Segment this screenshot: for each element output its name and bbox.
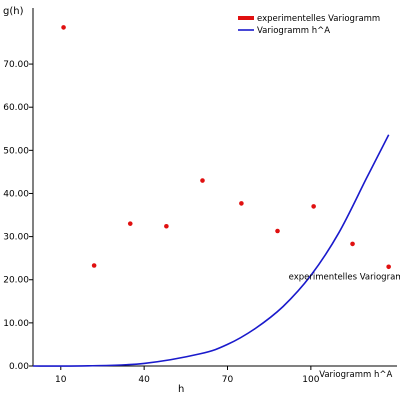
data-point	[350, 241, 355, 247]
data-point	[127, 221, 133, 226]
y-axis-label: g(h)	[3, 6, 24, 17]
x-tick-label: 40	[138, 375, 150, 385]
y-tick-label: 60.00	[3, 103, 29, 113]
data-point	[164, 223, 169, 229]
x-axis-label: h	[178, 384, 184, 395]
data-point	[275, 228, 280, 234]
x-tick-label: 70	[222, 375, 234, 385]
legend-label-experimentell: experimentelles Variogramm	[257, 14, 380, 24]
x-tick-label: 10	[55, 375, 67, 385]
data-point	[91, 263, 97, 268]
series-points-experimentell	[61, 25, 391, 270]
y-tick-label: 30.00	[3, 233, 29, 243]
data-point	[239, 201, 244, 206]
tick-marks	[29, 63, 312, 370]
x-tick-labels: 10 40 70 100	[55, 375, 320, 385]
annotation-label: experimentelles Variogramm	[289, 273, 400, 283]
y-tick-label: 20.00	[3, 276, 29, 286]
series-line-variogramm	[32, 134, 390, 367]
y-tick-label: 50.00	[3, 146, 29, 156]
data-point	[311, 204, 316, 209]
y-tick-label: 70.00	[3, 60, 29, 70]
y-tick-label: 0.00	[9, 362, 29, 372]
legend-label-variogramm: Variogramm h^A	[257, 26, 330, 36]
annotations: experimentelles Variogramm Variogramm h^A	[289, 273, 400, 380]
data-point	[386, 264, 391, 270]
y-tick-label: 10.00	[3, 319, 29, 329]
y-tick-label: 40.00	[3, 189, 29, 199]
x-tick-label: 100	[302, 375, 319, 385]
data-point	[200, 178, 205, 183]
data-point	[61, 25, 66, 30]
y-tick-labels: 0.00 10.00 20.00 30.00 40.00 50.00 60.00 70.00	[3, 60, 29, 372]
annotation-label: Variogramm h^A	[319, 370, 392, 380]
legend: experimentelles Variogramm Variogramm h^…	[238, 14, 380, 36]
